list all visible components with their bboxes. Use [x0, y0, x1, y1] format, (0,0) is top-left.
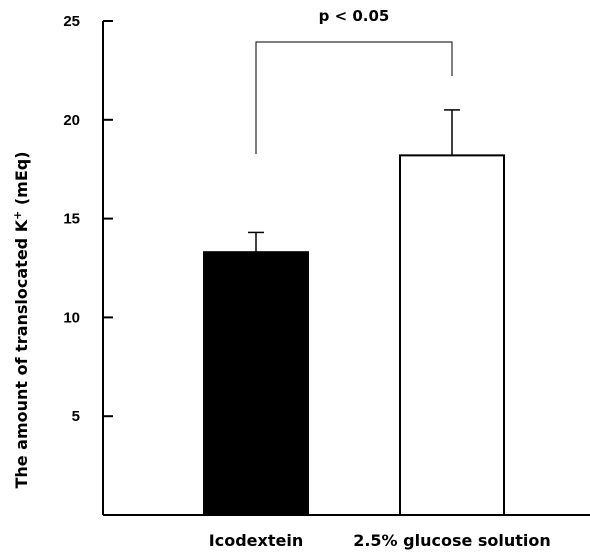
significance-bracket-line: [255, 41, 453, 154]
x-category-labels: Icodextein 2.5% glucose solution: [209, 531, 551, 550]
y-tick-label: 5: [72, 408, 80, 425]
y-axis-title-main: The amount of translocated K: [12, 219, 31, 488]
significance-bracket: [255, 41, 453, 154]
y-axis-title-superscript: +: [11, 211, 24, 220]
y-tick-label: 25: [63, 13, 80, 30]
y-tick-label: 20: [63, 112, 80, 129]
y-axis-title-units: (mEq): [12, 151, 31, 210]
y-ticks: 5 10 15 20 25: [63, 13, 113, 425]
bar: [399, 154, 505, 516]
y-axis-title: The amount of translocated K+ (mEq): [11, 151, 32, 488]
x-category-label: 2.5% glucose solution: [353, 531, 551, 550]
y-tick-label: 10: [63, 309, 80, 326]
bar: [203, 251, 309, 517]
bars: [203, 154, 505, 517]
y-tick-label: 15: [63, 211, 80, 228]
p-value-annotation: p < 0.05: [319, 7, 390, 25]
x-category-label: Icodextein: [209, 531, 303, 550]
error-bars: [248, 109, 460, 253]
